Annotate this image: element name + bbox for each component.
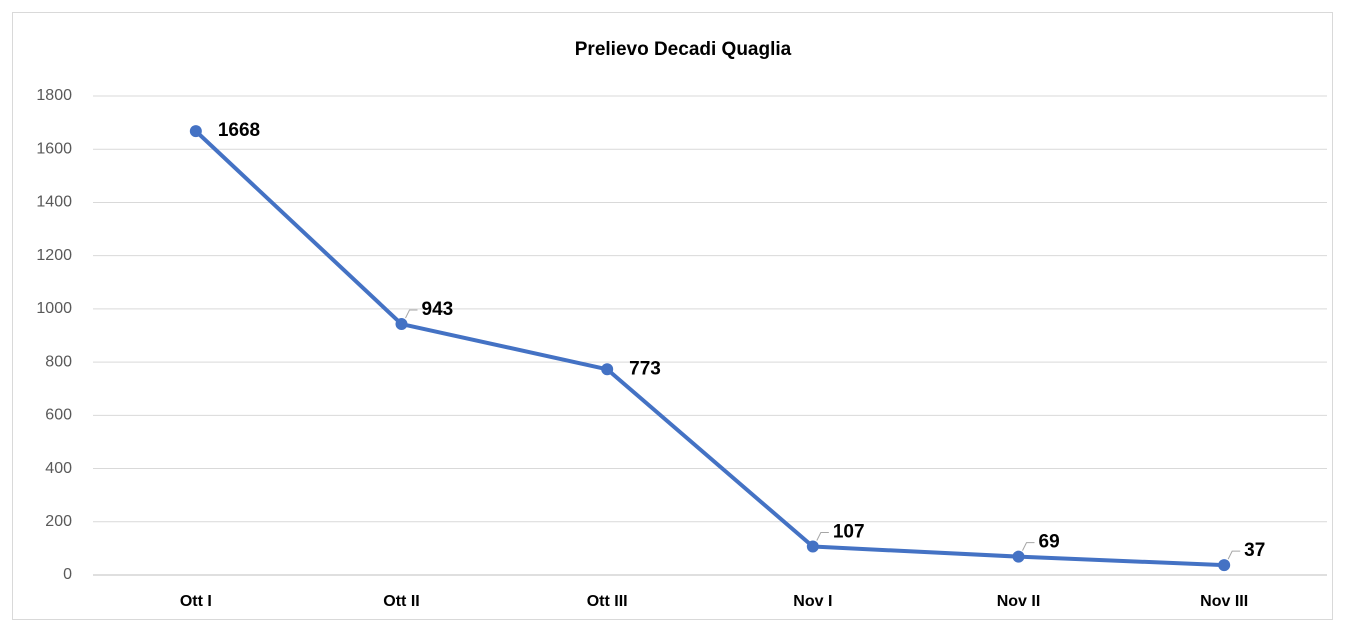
leader-line [1227, 550, 1241, 560]
y-tick-label: 600 [45, 407, 72, 424]
y-tick-label: 0 [63, 566, 72, 583]
y-tick-label: 1400 [36, 194, 72, 211]
y-tick-label: 400 [45, 460, 72, 477]
data-point [1012, 550, 1025, 563]
leader-line [816, 532, 829, 541]
x-tick-label: Ott III [587, 593, 628, 610]
data-point [601, 363, 614, 376]
y-tick-label: 200 [45, 513, 72, 530]
x-tick-label: Nov I [793, 593, 832, 610]
chart-border [12, 12, 1333, 620]
data-line [194, 129, 1225, 568]
data-label: 37 [1244, 540, 1265, 561]
x-tick-label: Nov III [1200, 593, 1248, 610]
data-point [1218, 559, 1231, 572]
data-label: 69 [1039, 532, 1060, 553]
chart-title: Prelievo Decadi Quaglia [575, 39, 792, 60]
data-point [806, 540, 819, 553]
leader-line [405, 309, 418, 319]
y-tick-label: 1600 [36, 140, 72, 157]
data-label: 943 [422, 299, 454, 320]
y-tick-label: 1000 [36, 300, 72, 317]
data-point [189, 125, 202, 138]
x-tick-label: Ott I [180, 593, 212, 610]
data-point [395, 318, 408, 331]
data-label: 773 [629, 358, 661, 379]
y-tick-label: 1800 [36, 87, 72, 104]
x-tick-label: Nov II [997, 593, 1041, 610]
x-tick-label: Ott II [383, 593, 419, 610]
y-tick-label: 800 [45, 353, 72, 370]
data-label: 1668 [218, 120, 260, 141]
y-tick-label: 1200 [36, 247, 72, 264]
leader-line [1022, 542, 1035, 551]
data-label: 107 [833, 522, 865, 543]
